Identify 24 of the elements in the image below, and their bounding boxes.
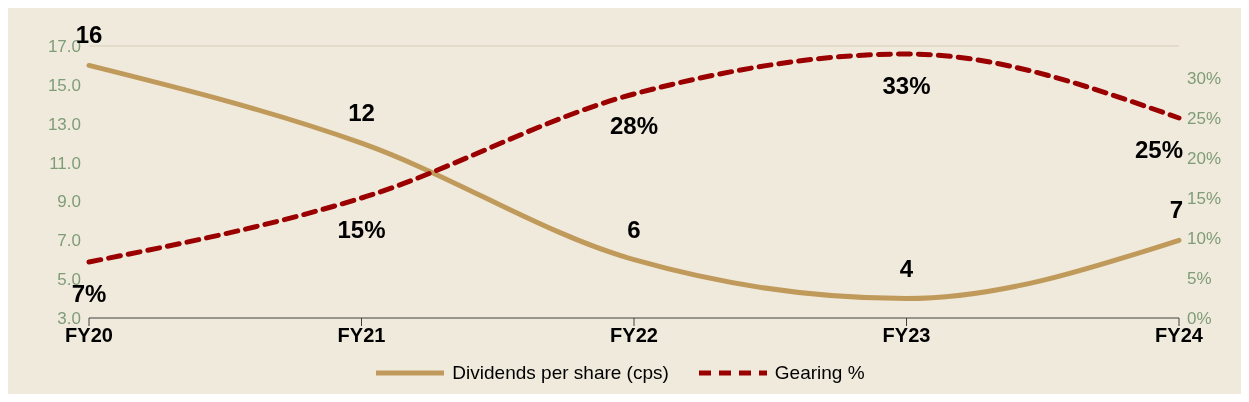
data-label: 12 — [348, 99, 375, 127]
y-tick-label: 9.0 — [57, 192, 81, 212]
y2-tick-label: 20% — [1187, 149, 1222, 169]
data-label: 15% — [337, 216, 386, 243]
data-label: 7 — [1169, 196, 1183, 224]
legend-label: Dividends per share (cps) — [452, 362, 669, 384]
y-tick-label: 13.0 — [47, 114, 81, 134]
y-tick-label: 11.0 — [49, 153, 81, 173]
y2-tick-label: 5% — [1187, 269, 1212, 289]
data-label: 6 — [627, 215, 641, 243]
data-label: 33% — [882, 72, 931, 99]
y-tick-label: 7.0 — [57, 231, 81, 251]
y2-tick-label: 30% — [1187, 69, 1222, 89]
x-tick-label: FY22 — [610, 324, 658, 347]
data-label: 25% — [1134, 136, 1183, 163]
data-label: 4 — [899, 254, 914, 282]
y2-tick-label: 15% — [1187, 189, 1222, 209]
legend-label: Gearing % — [774, 362, 865, 384]
y2-tick-label: 25% — [1187, 109, 1222, 129]
data-label: 28% — [609, 112, 659, 139]
y-tick-label: 15.0 — [47, 75, 81, 95]
x-tick-label: FY23 — [882, 324, 931, 347]
x-tick-label: FY21 — [337, 324, 386, 347]
y2-tick-label: 10% — [1187, 229, 1222, 249]
